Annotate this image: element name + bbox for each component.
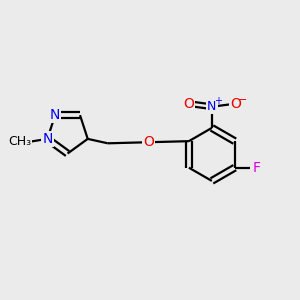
Text: CH₃: CH₃ <box>8 135 31 148</box>
Text: O: O <box>143 135 154 149</box>
Text: N: N <box>50 108 60 122</box>
Text: O: O <box>183 98 194 111</box>
Text: +: + <box>214 96 222 106</box>
Text: −: − <box>238 95 247 105</box>
Text: N: N <box>207 100 217 113</box>
Text: N: N <box>42 132 52 146</box>
Text: O: O <box>230 98 241 111</box>
Text: F: F <box>253 161 261 175</box>
